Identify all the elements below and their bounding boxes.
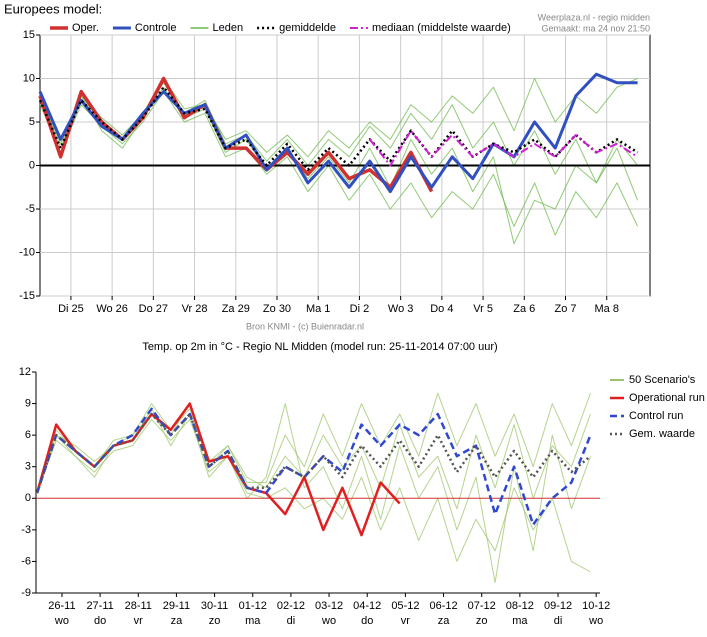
x-tick-label: Vr 28: [182, 303, 208, 315]
x-tick-label: Za 6: [513, 303, 535, 315]
series-line: [38, 72, 638, 194]
y-tick-label: -5: [25, 203, 35, 215]
x-tick-label: 04-12: [353, 600, 381, 612]
x-tick-day: ma: [512, 615, 528, 627]
x-tick-day: zo: [209, 615, 221, 627]
x-tick-label: 28-11: [125, 600, 152, 612]
x-tick-label: 26-11: [48, 600, 75, 612]
x-tick-day: vr: [134, 615, 144, 627]
x-tick-label: Zo 7: [554, 303, 576, 315]
series-line: [35, 412, 592, 494]
y-tick-label: -9: [21, 587, 31, 599]
chart-title: Temp. op 2m in °C - Regio NL Midden (mod…: [142, 341, 497, 353]
x-tick-label: 08-12: [506, 600, 534, 612]
y-tick-label: 10: [23, 72, 35, 84]
y-tick-label: 0: [29, 159, 35, 171]
member-line: [36, 403, 591, 510]
legend-label: Operational run: [629, 392, 705, 404]
y-tick-label: 0: [25, 492, 31, 504]
x-tick-label: 02-12: [277, 600, 305, 612]
x-tick-label: Do 4: [430, 303, 453, 315]
x-tick-label: 05-12: [391, 600, 419, 612]
series-line: [38, 76, 434, 193]
x-tick-day: di: [554, 615, 563, 627]
x-tick-day: do: [94, 615, 106, 627]
x-tick-label: Ma 8: [594, 303, 618, 315]
x-tick-label: 07-12: [468, 600, 496, 612]
x-tick-day: zo: [476, 615, 488, 627]
source: Weerplaza.nl - regio midden: [538, 12, 650, 22]
chart-title: Europees model:: [4, 1, 102, 16]
x-tick-day: wo: [588, 615, 603, 627]
x-tick-label: Vr 5: [473, 303, 493, 315]
member-line: [39, 91, 639, 236]
x-tick-day: wo: [321, 615, 336, 627]
x-tick-day: wo: [54, 615, 69, 627]
x-tick-label: Do 27: [139, 303, 168, 315]
x-tick-label: 06-12: [429, 600, 457, 612]
x-tick-label: Wo 26: [96, 303, 128, 315]
series-line: [35, 407, 592, 526]
y-tick-label: -6: [21, 555, 31, 567]
y-tick-label: 5: [29, 116, 35, 128]
x-tick-label: 01-12: [239, 600, 267, 612]
y-tick-label: 15: [23, 29, 35, 41]
x-tick-day: ma: [245, 615, 261, 627]
footer: Bron KNMI - (c) Buienradar.nl: [246, 321, 364, 331]
x-tick-day: di: [287, 615, 296, 627]
x-tick-label: Zo 30: [263, 303, 291, 315]
x-tick-day: vr: [401, 615, 411, 627]
y-tick-label: 6: [25, 429, 31, 441]
y-tick-label: 12: [19, 366, 31, 378]
y-tick-label: 3: [25, 461, 31, 473]
legend-label: Leden: [212, 22, 243, 34]
legend-label: Control run: [629, 410, 683, 422]
created: Gemaakt: ma 24 nov 21:50: [541, 23, 650, 33]
y-tick-label: -15: [19, 290, 35, 302]
x-tick-label: 30-11: [201, 600, 228, 612]
x-tick-day: do: [361, 615, 373, 627]
series-line: [38, 85, 639, 172]
y-tick-label: -3: [21, 524, 31, 536]
x-tick-label: 09-12: [544, 600, 572, 612]
member-line: [39, 78, 638, 158]
y-tick-label: 9: [25, 397, 31, 409]
x-tick-label: Wo 3: [388, 303, 413, 315]
legend-label: mediaan (middelste waarde): [372, 22, 511, 34]
x-tick-label: Di 2: [350, 303, 370, 315]
x-tick-label: Di 25: [58, 303, 84, 315]
x-tick-label: Za 29: [222, 303, 250, 315]
legend-label: Controle: [135, 22, 177, 34]
x-tick-day: za: [171, 615, 184, 627]
member-line: [36, 403, 591, 583]
x-tick-day: za: [438, 615, 451, 627]
legend-label: 50 Scenario's: [629, 374, 696, 386]
x-tick-label: 10-12: [582, 600, 610, 612]
y-tick-label: -10: [19, 246, 35, 258]
series-line: [368, 129, 639, 167]
legend-label: gemiddelde: [279, 22, 336, 34]
legend-label: Oper.: [72, 22, 99, 34]
x-tick-label: 27-11: [86, 600, 113, 612]
x-tick-label: 29-11: [163, 600, 190, 612]
x-tick-label: 03-12: [315, 600, 343, 612]
legend-label: Gem. waarde: [629, 428, 695, 440]
x-tick-label: Ma 1: [306, 303, 330, 315]
